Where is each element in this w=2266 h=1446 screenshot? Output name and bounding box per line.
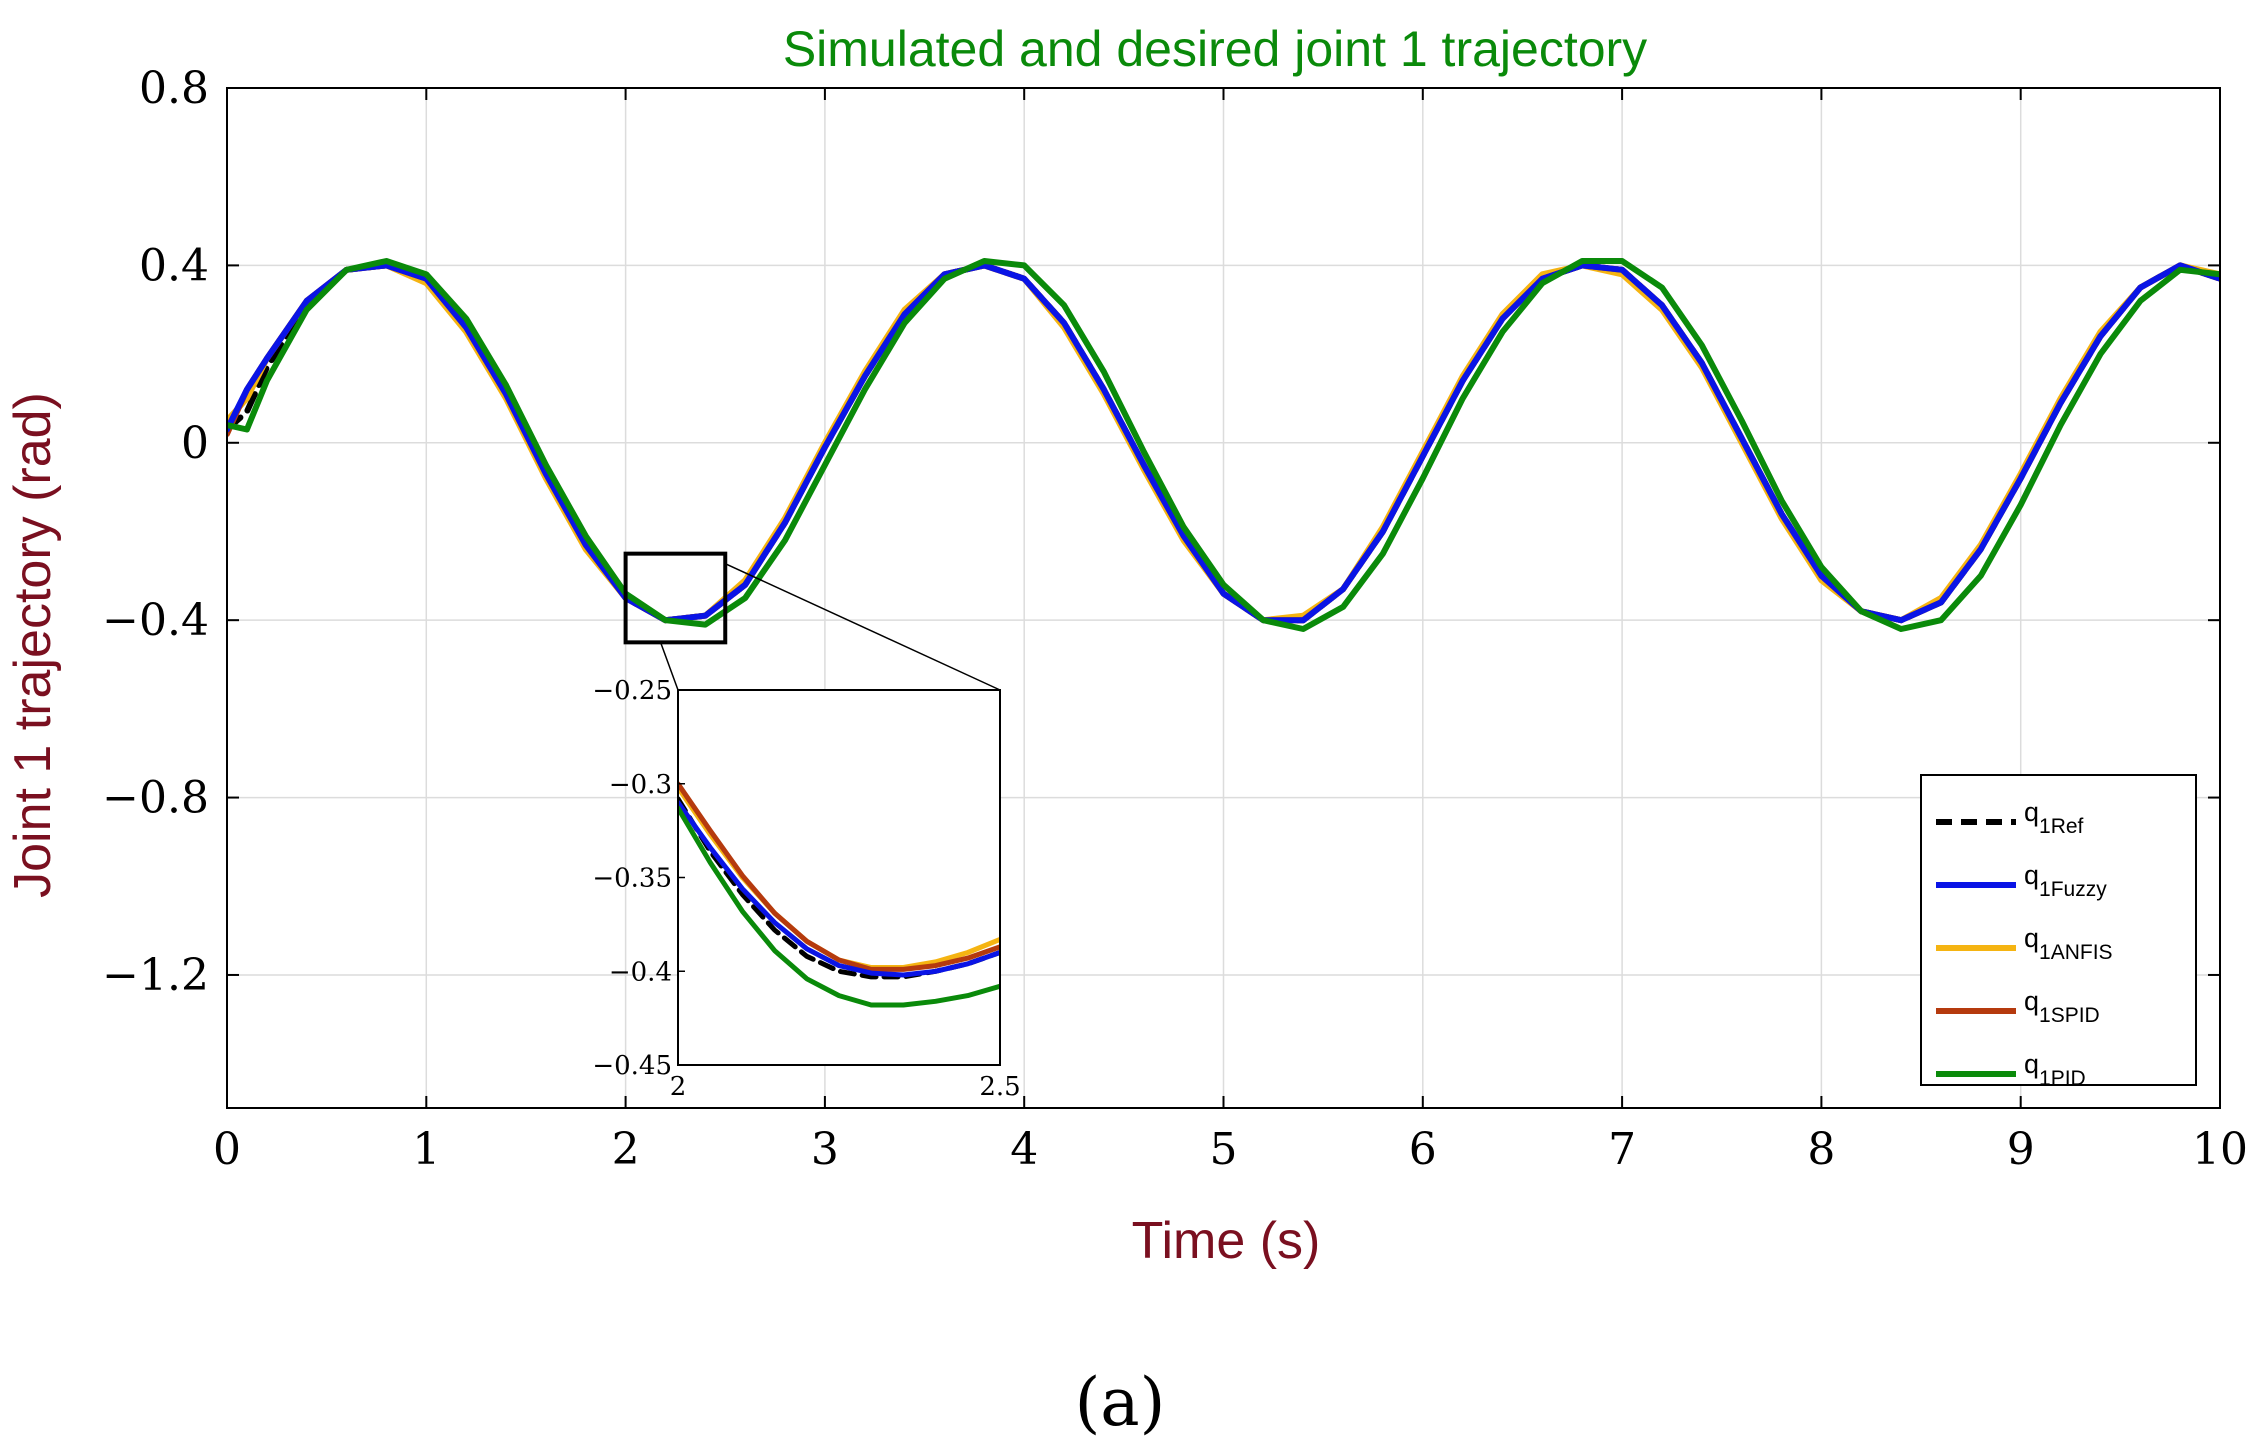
inset-y-tick-label: −0.35 <box>592 864 672 894</box>
x-tick-label: 10 <box>2192 1124 2248 1175</box>
inset-y-tick-label: −0.25 <box>592 676 672 706</box>
y-axis-label: Joint 1 trajectory (rad) <box>4 392 62 898</box>
inset-zoom-plot: −0.25 −0.3 −0.35 −0.4 −0.452 2.5 <box>592 676 1020 1102</box>
y-tick-label: 0.4 <box>139 240 209 291</box>
x-tick-label: 7 <box>1608 1124 1636 1175</box>
x-tick-label: 8 <box>1807 1124 1835 1175</box>
zoom-region-box <box>623 551 1001 691</box>
x-tick-label: 1 <box>412 1124 440 1175</box>
y-tick-label: 0.8 <box>139 63 209 114</box>
legend-box <box>1920 774 2197 1086</box>
legend: q1Ref q1Fuzzy q1ANFIS q1SPID q1PID <box>1920 774 2197 1090</box>
x-tick-label: 9 <box>2007 1124 2035 1175</box>
inset-x-tick-label: 2 <box>670 1072 687 1102</box>
inset-series-line-q1PID <box>678 805 1000 1008</box>
series-line-q1Fuzzy <box>227 262 2220 624</box>
inset-y-tick-label: −0.3 <box>609 770 672 800</box>
inset-series-line-q1SPID <box>678 781 1000 972</box>
series-line-q1PID <box>227 258 2220 632</box>
inset-x-tick-label: 2.5 <box>979 1072 1020 1102</box>
legend-entry-label: q1SPID <box>2024 986 2100 1027</box>
legend-entry-label: q1Ref <box>2024 797 2084 838</box>
y-tick-label: 0 <box>181 418 209 469</box>
zoom-connector-left <box>659 642 679 691</box>
inset-y-tick-label: −0.4 <box>609 957 672 987</box>
zoom-rectangle <box>623 551 728 645</box>
x-tick-label: 0 <box>213 1124 241 1175</box>
y-tick-label: −0.8 <box>102 773 209 824</box>
x-tick-label: 6 <box>1409 1124 1437 1175</box>
y-tick-label: −0.4 <box>102 595 209 646</box>
x-tick-label: 3 <box>811 1124 839 1175</box>
chart-title: Simulated and desired joint 1 trajectory <box>783 21 1647 77</box>
zoom-connector-right <box>724 562 1001 691</box>
legend-entry-label: q1Fuzzy <box>2024 860 2107 901</box>
x-tick-label: 2 <box>612 1124 640 1175</box>
main-series-group <box>227 258 2220 632</box>
inset-y-tick-label: −0.45 <box>592 1051 672 1081</box>
legend-entry-label: q1PID <box>2024 1049 2086 1090</box>
inset-series-group <box>678 781 1000 1008</box>
main-ticks: 0 1 2 3 4 5 6 7 8 9 10 0.8 0.4 0 −0.4 −0.8 −1.2 <box>102 63 2248 1175</box>
x-axis-label: Time (s) <box>1132 1212 1321 1270</box>
x-tick-label: 4 <box>1010 1124 1038 1175</box>
inset-series-line-q1Fuzzy <box>678 800 1000 978</box>
legend-entry-label: q1ANFIS <box>2024 923 2113 964</box>
figure-caption: (a) <box>1075 1364 1166 1441</box>
y-tick-label: −1.2 <box>102 950 209 1001</box>
inset-series-line-q1Ref <box>678 796 1000 980</box>
x-tick-label: 5 <box>1210 1124 1238 1175</box>
inset-background <box>678 690 1000 1065</box>
